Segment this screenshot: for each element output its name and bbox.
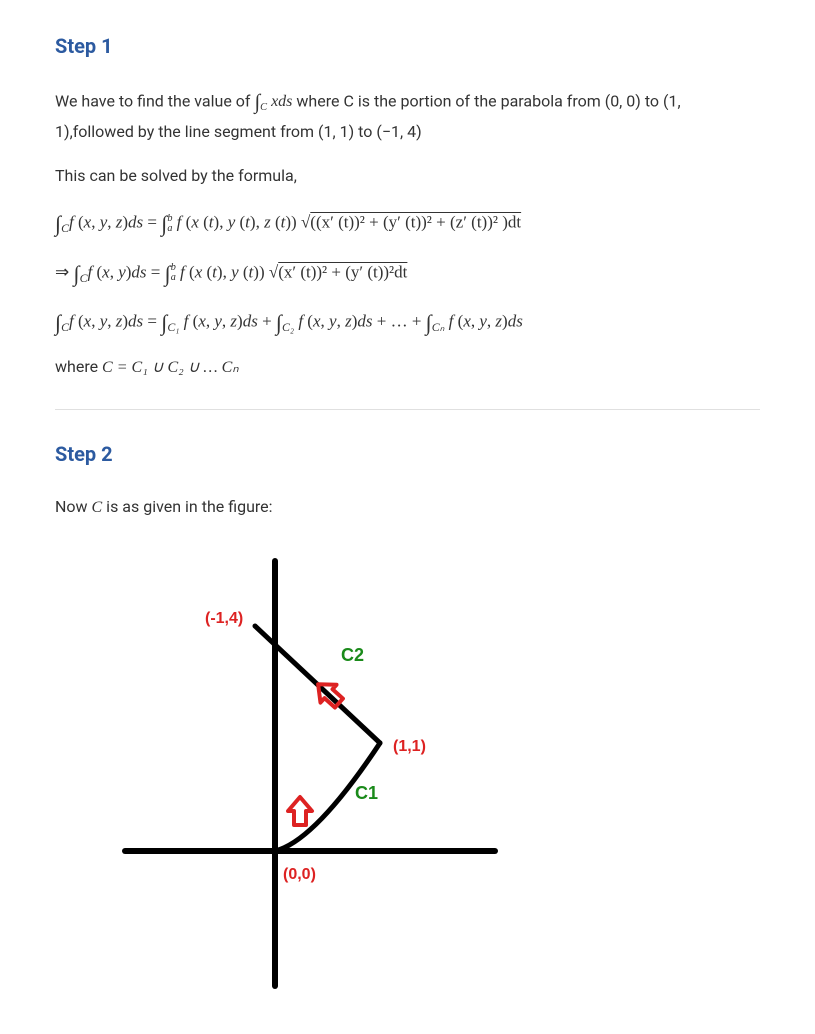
curve-figure: (-1,4) (1,1) (0,0) C1 C2 <box>85 551 515 991</box>
svg-text:(0,0): (0,0) <box>283 866 316 883</box>
text-fragment: Now <box>55 497 92 516</box>
where-clause: where C = C₁ ∪ C₂ ∪ … Cₙ <box>55 354 760 381</box>
svg-text:C1: C1 <box>355 783 378 803</box>
sqrt-symbol: √ <box>269 262 278 281</box>
step2-paragraph1: Now C is as given in the figure: <box>55 494 760 521</box>
where-label: where <box>55 357 102 376</box>
formula-3: ∫Cf (x, y, z)ds = ∫C₁ f (x, y, z)ds + ∫C… <box>55 305 760 340</box>
step1-heading: Step 1 <box>55 30 760 62</box>
figure-container: (-1,4) (1,1) (0,0) C1 C2 <box>55 551 760 991</box>
step1-paragraph2: This can be solved by the formula, <box>55 163 760 189</box>
arrow: ⇒ <box>55 262 74 281</box>
where-math: C = C₁ ∪ C₂ ∪ … Cₙ <box>102 359 239 376</box>
formula-2: ⇒ ∫Cf (x, y)ds = ∫ba f (x (t), y (t)) √(… <box>55 256 760 291</box>
inline-math: C <box>92 499 103 516</box>
inline-math: ∫C xds <box>254 93 296 110</box>
text-fragment: is as given in the figure: <box>102 497 272 516</box>
step2-heading: Step 2 <box>55 438 760 470</box>
svg-text:C2: C2 <box>341 645 364 665</box>
radicand: (x′ (t))² + (y′ (t))²dt <box>278 262 407 281</box>
step1-paragraph1: We have to find the value of ∫C xds wher… <box>55 86 760 145</box>
step-divider <box>55 409 760 410</box>
svg-text:(1,1): (1,1) <box>393 738 426 755</box>
sqrt-symbol: √ <box>301 213 310 232</box>
radicand: ((x′ (t))² + (y′ (t))² + (z′ (t))² )dt <box>310 213 521 232</box>
svg-text:(-1,4): (-1,4) <box>205 610 243 627</box>
formula-1: ∫Cf (x, y, z)ds = ∫ba f (x (t), y (t), z… <box>55 206 760 241</box>
text-fragment: We have to find the value of <box>55 91 254 110</box>
